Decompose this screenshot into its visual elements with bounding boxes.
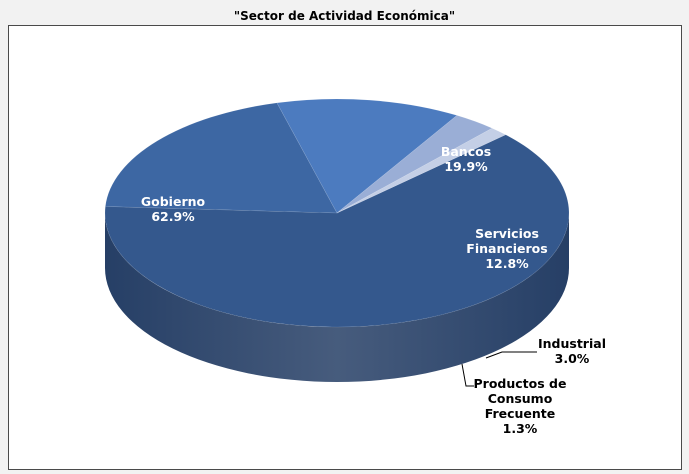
pie-slice-bancos	[105, 102, 338, 214]
data-label-industrial: Industrial 3.0%	[538, 336, 606, 366]
data-label-servicios-financieros: Servicios Financieros 12.8%	[466, 226, 547, 271]
leader-line-productos	[461, 363, 474, 387]
pie-slice-servicios-financieros	[276, 98, 458, 214]
leader-line-industrial	[485, 351, 537, 359]
pie-slice-industrial	[336, 115, 493, 214]
pie-slice-gobierno	[104, 134, 570, 328]
pie-slice-productos-de-consumo-frecuente	[336, 127, 507, 214]
pie-side-gobierno	[105, 213, 569, 382]
chart-title: "Sector de Actividad Económica"	[233, 9, 456, 23]
data-label-gobierno: Gobierno 62.9%	[141, 194, 206, 224]
data-label-productos-de-consumo-frecuente: Productos de Consumo Frecuente 1.3%	[474, 376, 567, 436]
data-label-bancos: Bancos 19.9%	[441, 144, 491, 174]
